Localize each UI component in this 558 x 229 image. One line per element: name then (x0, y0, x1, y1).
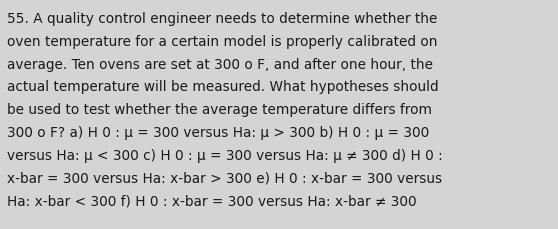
Text: oven temperature for a certain model is properly calibrated on: oven temperature for a certain model is … (7, 35, 437, 49)
Text: average. Ten ovens are set at 300 o F, and after one hour, the: average. Ten ovens are set at 300 o F, a… (7, 57, 433, 71)
Text: Ha: x-bar < 300 f) H 0 : x-bar = 300 versus Ha: x-bar ≠ 300: Ha: x-bar < 300 f) H 0 : x-bar = 300 ver… (7, 194, 417, 207)
Text: 55. A quality control engineer needs to determine whether the: 55. A quality control engineer needs to … (7, 12, 437, 26)
Text: actual temperature will be measured. What hypotheses should: actual temperature will be measured. Wha… (7, 80, 439, 94)
Text: 300 o F? a) H 0 : μ = 300 versus Ha: μ > 300 b) H 0 : μ = 300: 300 o F? a) H 0 : μ = 300 versus Ha: μ >… (7, 125, 429, 139)
Text: versus Ha: μ < 300 c) H 0 : μ = 300 versus Ha: μ ≠ 300 d) H 0 :: versus Ha: μ < 300 c) H 0 : μ = 300 vers… (7, 148, 442, 162)
Text: be used to test whether the average temperature differs from: be used to test whether the average temp… (7, 103, 432, 117)
Text: x-bar = 300 versus Ha: x-bar > 300 e) H 0 : x-bar = 300 versus: x-bar = 300 versus Ha: x-bar > 300 e) H … (7, 171, 442, 185)
